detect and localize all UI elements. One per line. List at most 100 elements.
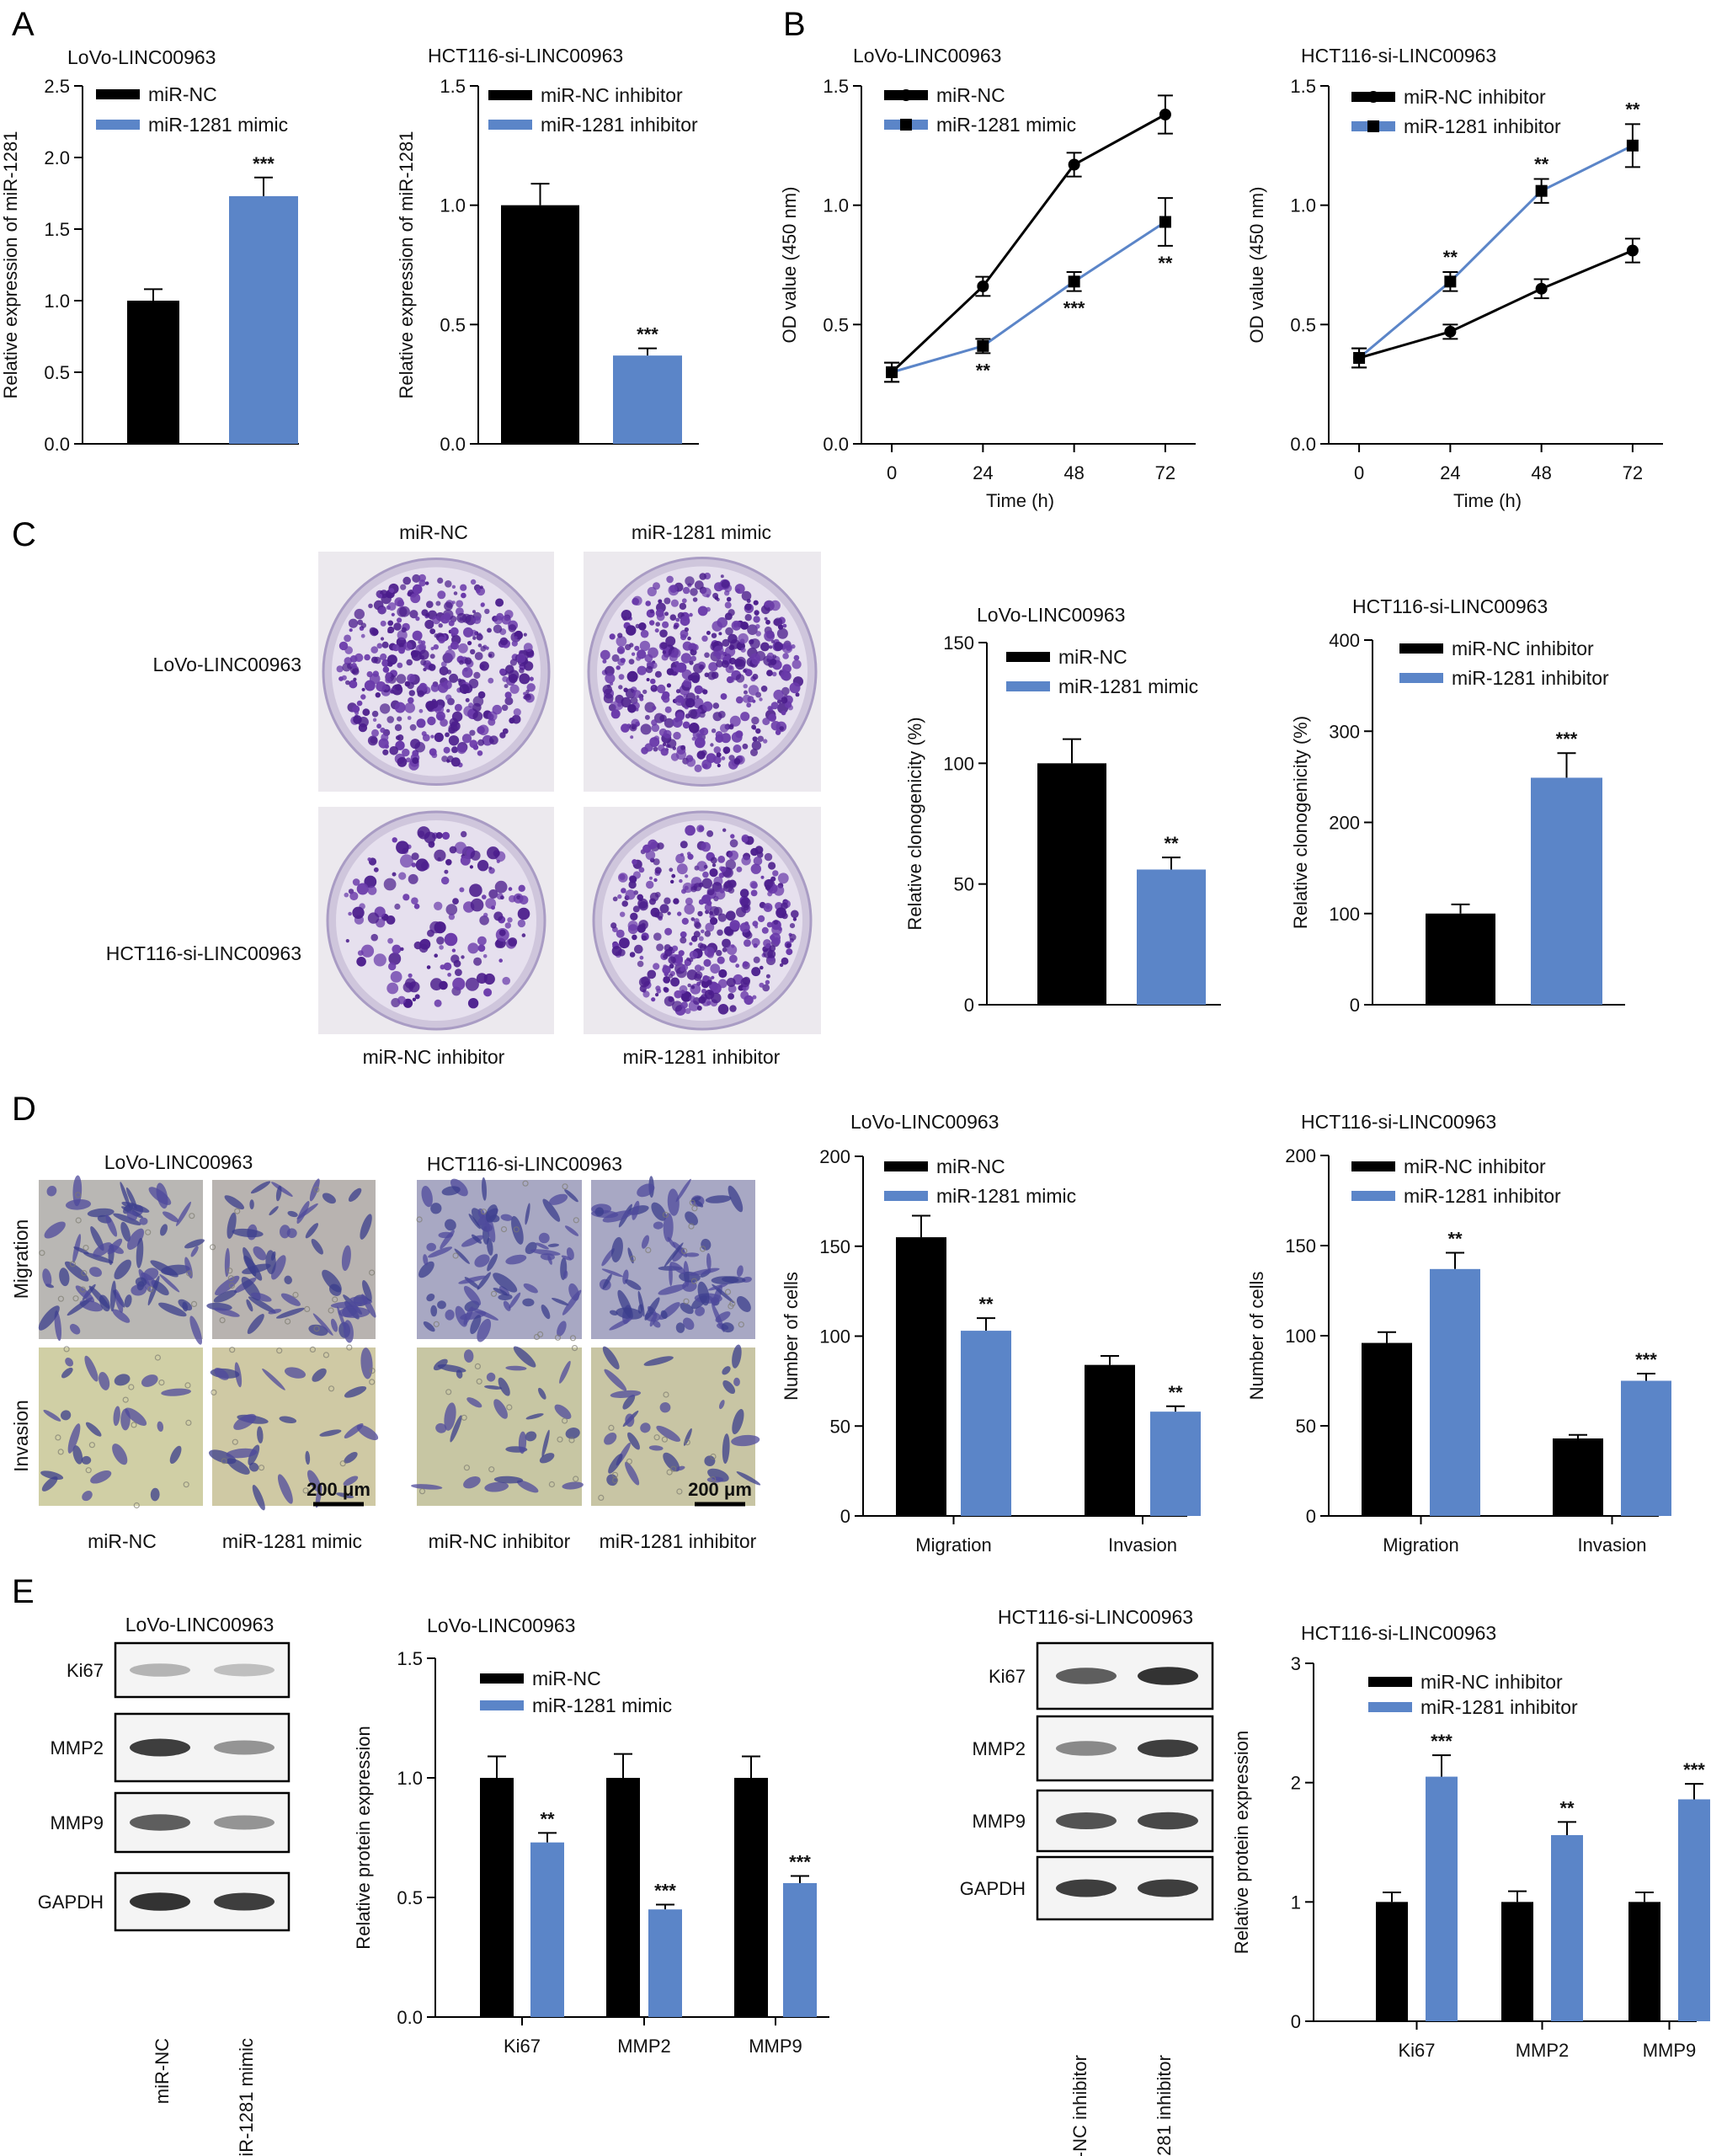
x-tick-label: 72 (1623, 462, 1643, 483)
y-tick-label: 1.5 (397, 1648, 423, 1669)
colony (781, 686, 790, 696)
colony (653, 963, 660, 970)
colony (632, 595, 642, 606)
colony (671, 873, 676, 878)
membrane-pore (81, 1269, 88, 1277)
colony (690, 985, 696, 990)
stained-cell (126, 1228, 145, 1250)
stained-cell (81, 1455, 92, 1465)
membrane-pore (724, 1289, 732, 1295)
stained-cell (609, 1317, 633, 1331)
colony (632, 690, 642, 698)
stained-cell (319, 1429, 342, 1437)
significance-label: *** (637, 324, 658, 345)
chart-a-hct116: 0.0 0.5 1.0 1.5 Relative expression of miR-1… (396, 45, 699, 455)
colony (413, 903, 420, 910)
colony (710, 857, 717, 864)
colony (451, 948, 456, 953)
colony (356, 883, 369, 895)
colony (367, 886, 377, 895)
stained-cell (423, 1321, 435, 1332)
colony (388, 953, 402, 965)
colony (364, 654, 370, 661)
legend-label: miR-NC inhibitor (541, 84, 683, 106)
stained-cell (114, 1289, 124, 1313)
stained-cell (715, 1311, 731, 1323)
stained-cell (311, 1239, 323, 1255)
colony (629, 952, 636, 958)
legend-swatch (1351, 1161, 1395, 1171)
data-point (977, 339, 989, 352)
legend-swatch (884, 1191, 928, 1201)
legend-label: miR-1281 mimic (936, 114, 1076, 136)
colony (697, 910, 703, 917)
membrane-pore (433, 1321, 440, 1327)
colony (434, 732, 444, 743)
colony (373, 953, 386, 967)
colony (729, 1005, 737, 1012)
colony (508, 937, 518, 947)
colony (630, 735, 634, 739)
colony (716, 752, 722, 758)
colony (508, 674, 518, 683)
colony (421, 609, 429, 616)
colony (676, 863, 688, 875)
band-label: MMP2 (50, 1737, 104, 1758)
membrane-pore (699, 1246, 706, 1252)
significance-label: ** (1164, 833, 1179, 854)
stained-cell (243, 1246, 257, 1277)
colony (697, 942, 704, 949)
colony (763, 739, 768, 744)
colony (493, 615, 503, 625)
x-tick-label: MMP9 (1643, 2040, 1697, 2061)
colony (760, 686, 768, 692)
colony (341, 675, 347, 680)
stained-cell (454, 1248, 470, 1264)
membrane-pore (232, 1438, 238, 1445)
colony (428, 841, 435, 848)
colony (771, 671, 777, 677)
colony (694, 964, 702, 972)
stained-cell (554, 1404, 572, 1420)
colony (753, 600, 759, 606)
colony (752, 674, 759, 680)
stained-cell (611, 1236, 623, 1262)
membrane-pore (676, 1488, 683, 1495)
membrane-pore (513, 1226, 520, 1233)
stained-cell (159, 1224, 168, 1236)
band-label: MMP2 (972, 1738, 1026, 1759)
colony (684, 627, 690, 632)
legend-label: miR-1281 inhibitor (541, 114, 698, 136)
stained-cell (689, 1267, 720, 1276)
colony (669, 614, 677, 621)
membrane-pore (75, 1192, 82, 1198)
colony (637, 665, 647, 675)
legend-swatch (1351, 1191, 1395, 1201)
colony (452, 898, 459, 905)
colony (360, 622, 366, 628)
colony (752, 699, 756, 703)
colony (672, 671, 678, 676)
colony (621, 723, 630, 733)
stained-cell (559, 1360, 571, 1384)
stained-cell (667, 1188, 680, 1216)
colony (704, 652, 710, 659)
stained-cell (604, 1433, 617, 1445)
colony (407, 674, 416, 683)
colony (702, 975, 709, 982)
stained-cell (622, 1395, 636, 1410)
colony (523, 643, 533, 653)
colony (662, 742, 667, 747)
colony (443, 612, 451, 620)
colony (701, 635, 708, 642)
colony (437, 714, 445, 721)
stained-cell (214, 1307, 240, 1317)
colony (782, 623, 787, 628)
membrane-pore (69, 1261, 77, 1267)
colony (750, 749, 758, 756)
colony (645, 850, 656, 861)
colony (487, 846, 500, 860)
colony (523, 632, 527, 637)
membrane-pore (728, 1303, 734, 1310)
colony (445, 694, 452, 701)
